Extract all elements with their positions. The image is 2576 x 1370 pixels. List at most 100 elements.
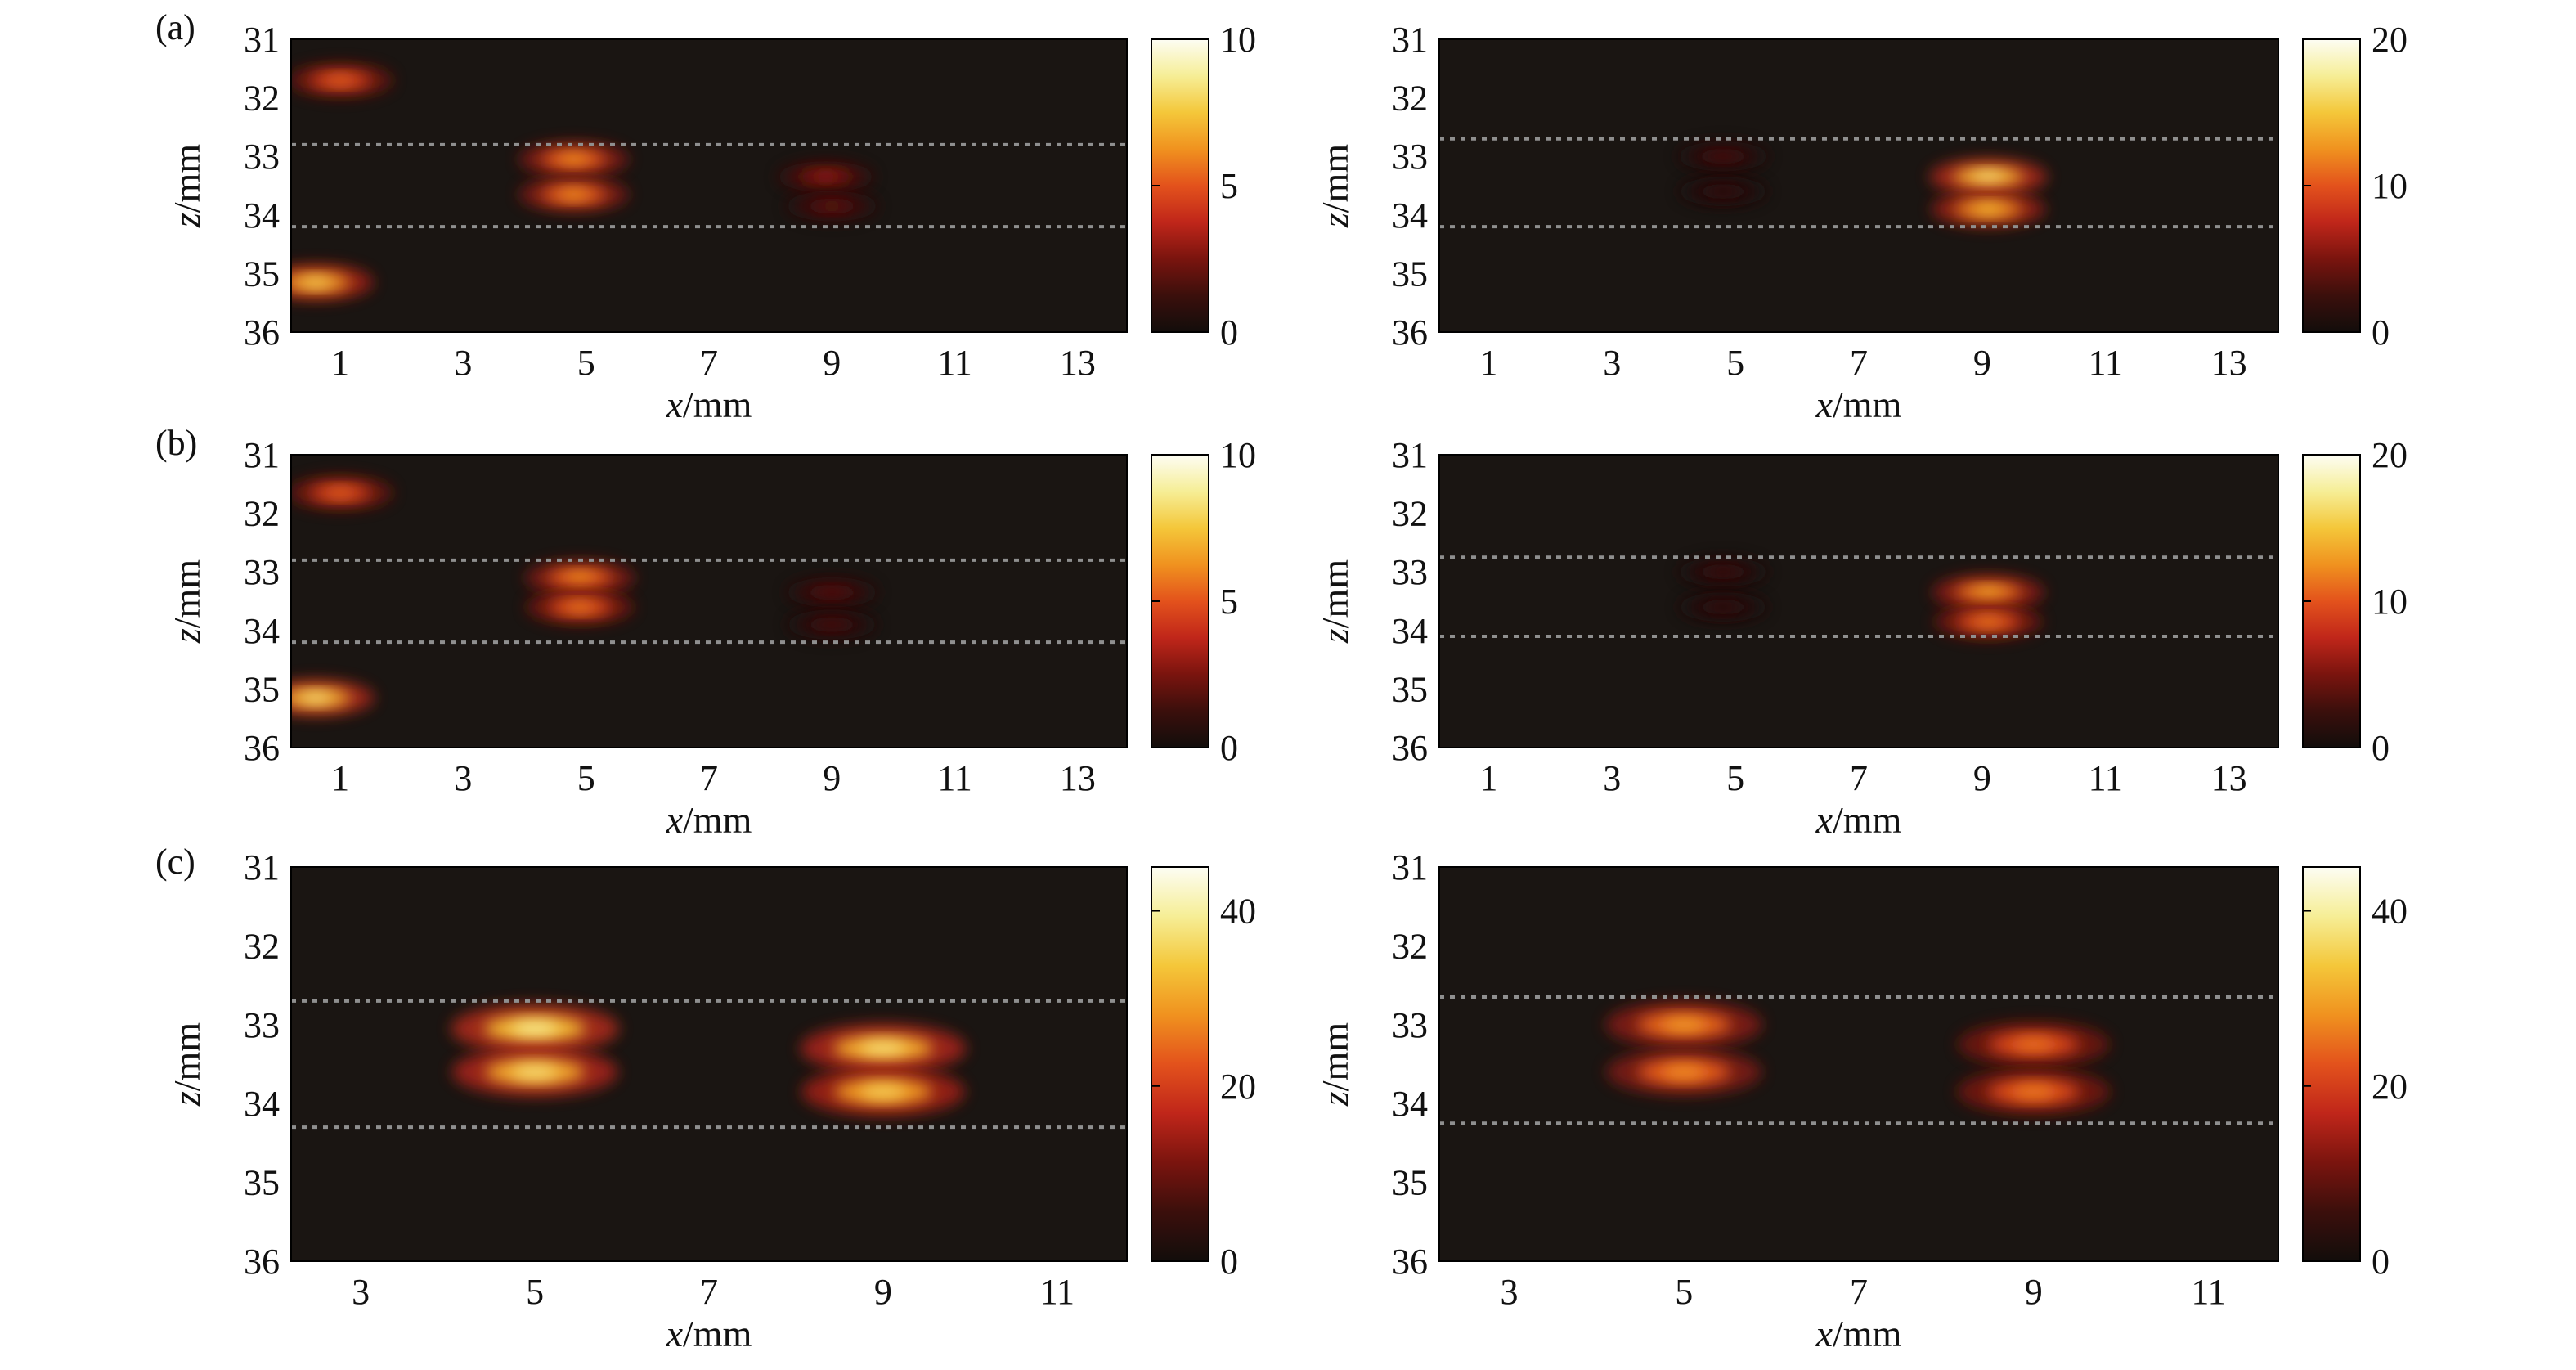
spot-core [564,573,595,582]
x-tick-label: 13 [1060,343,1096,383]
x-tick-label: 1 [1479,758,1497,798]
x-tick-label: 7 [700,1272,718,1312]
spot-core [859,1085,906,1098]
y-tick-label: 33 [1392,137,1428,177]
y-tick-label: 33 [244,1005,280,1045]
x-tick-label: 11 [937,758,972,798]
colorbar-tick-label: 5 [1220,166,1238,206]
spot-core [511,1066,559,1078]
spot-core [325,488,356,497]
y-tick-label: 34 [1392,611,1428,651]
y-tick-label: 32 [1392,494,1428,534]
y-tick-label: 35 [1392,254,1428,294]
x-tick-label: 5 [1726,343,1744,383]
y-tick-label: 35 [1392,1163,1428,1203]
y-tick-label: 35 [244,254,280,294]
plot-content [1439,137,2278,229]
y-tick-label: 31 [244,435,280,475]
colorbar-tick-label: 20 [2372,1067,2408,1107]
y-tick-label: 31 [244,847,280,887]
spot-core [1972,204,2004,213]
y-tick-label: 33 [1392,552,1428,592]
y-tick-label: 32 [1392,926,1428,966]
y-axis-label: z/mm [1314,559,1356,644]
spot-core [819,588,845,596]
x-tick-label: 11 [2191,1272,2225,1312]
x-tick-label: 5 [526,1272,544,1312]
colorbar [1151,38,1209,333]
x-tick-label: 11 [1040,1272,1075,1312]
plot-area [291,867,1127,1261]
colorbar-tick-label: 10 [2372,166,2408,206]
spot-core [1662,1066,1706,1078]
y-tick-label: 35 [244,1163,280,1203]
spot-core [1710,187,1736,195]
spot-core [812,173,840,181]
y-axis-label: z/mm [166,144,208,228]
plot-content [291,999,1127,1130]
plot-content [1439,555,2278,639]
y-tick-label: 31 [1392,20,1428,60]
x-tick-label: 9 [874,1272,892,1312]
spot-core [299,277,332,287]
x-axis-label: x/mm [1815,1313,1902,1354]
spot-core [2012,1039,2055,1050]
x-tick-label: 5 [1726,758,1744,798]
spot-core [1972,588,2004,597]
colorbar [2302,454,2361,748]
colorbar-tick-label: 10 [1220,435,1256,475]
colorbar [2302,866,2361,1262]
y-tick-label: 36 [244,312,280,353]
plot-area [291,39,1127,332]
x-tick-label: 3 [1603,758,1621,798]
x-tick-label: 9 [1973,343,1991,383]
x-tick-label: 9 [823,758,841,798]
spot-core [1662,1019,1707,1031]
plot-area [1439,39,2278,332]
x-tick-label: 11 [2089,343,2123,383]
row-label-a: (a) [155,7,195,47]
y-tick-label: 36 [1392,728,1428,768]
spot-core [2012,1086,2055,1098]
spot-core [819,621,845,628]
x-tick-label: 3 [1501,1272,1519,1312]
x-tick-label: 1 [331,343,349,383]
y-tick-label: 31 [1392,847,1428,887]
spot-core [1972,618,2004,627]
plot-content [291,475,1127,716]
x-tick-label: 7 [1850,1272,1868,1312]
x-tick-label: 9 [1973,758,1991,798]
y-tick-label: 36 [244,728,280,768]
spot-core [859,1042,907,1054]
plot-area [1439,867,2278,1261]
x-tick-label: 3 [454,343,472,383]
y-tick-label: 34 [244,195,280,236]
plot-content [1439,995,2278,1125]
colorbar-tick-label: 20 [1220,1067,1256,1107]
colorbar [1151,866,1209,1262]
y-tick-label: 31 [1392,435,1428,475]
plot-frame [290,454,1128,748]
colorbar-tick-label: 10 [2372,582,2408,622]
plot-frame [1438,38,2279,333]
spot-core [819,202,846,210]
colorbar-tick-label: 5 [1220,582,1238,622]
y-tick-label: 33 [244,137,280,177]
plot-frame [1438,866,2279,1262]
x-tick-label: 5 [1675,1272,1693,1312]
x-axis-label: x/mm [666,799,752,841]
x-tick-label: 1 [1479,343,1497,383]
y-tick-label: 33 [244,552,280,592]
x-axis-label: x/mm [1815,799,1902,841]
spot-core [558,155,590,164]
colorbar-tick-label: 10 [1220,20,1256,60]
y-tick-label: 34 [244,1084,280,1124]
x-tick-label: 3 [454,758,472,798]
y-tick-label: 35 [244,669,280,709]
x-axis-label: x/mm [666,384,752,425]
